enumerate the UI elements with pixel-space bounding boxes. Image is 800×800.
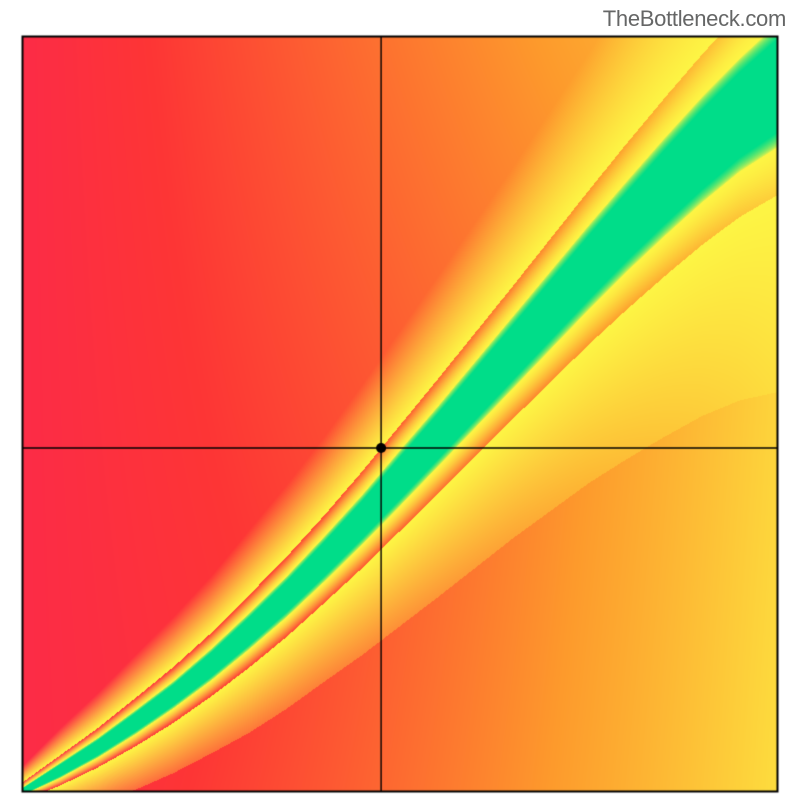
heatmap-canvas bbox=[0, 0, 800, 800]
chart-container: TheBottleneck.com bbox=[0, 0, 800, 800]
watermark-text: TheBottleneck.com bbox=[603, 6, 786, 32]
